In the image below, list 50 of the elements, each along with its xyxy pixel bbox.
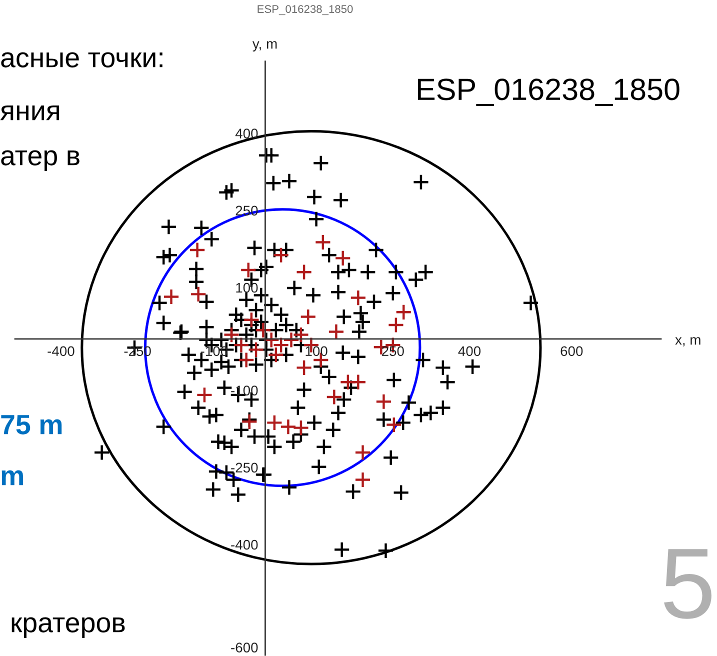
y-tick-label: 250 <box>236 206 258 216</box>
x-tick-label: 250 <box>382 346 404 356</box>
point <box>240 262 257 278</box>
point <box>354 444 372 461</box>
y-tick-label: 400 <box>235 128 258 138</box>
x-tick-label: 400 <box>458 346 481 356</box>
x-tick-label: 600 <box>560 346 583 356</box>
x-axis-title: x, m <box>675 337 700 346</box>
text: 5 <box>664 549 712 619</box>
y-tick-label: -600 <box>231 642 258 652</box>
point <box>254 322 272 339</box>
point <box>232 336 250 354</box>
annotation: атер в <box>1 150 80 171</box>
annotation: кратеров <box>12 617 125 638</box>
point <box>190 286 207 303</box>
point <box>292 419 310 436</box>
point <box>350 289 367 306</box>
point <box>354 471 372 488</box>
y-axis-title: y, m <box>252 41 277 52</box>
annotation: асные точки: <box>1 52 162 68</box>
y-tick-label: -250 <box>231 462 258 473</box>
y-tick-label: 100 <box>236 282 258 293</box>
y-tick-label: -400 <box>231 540 258 550</box>
point <box>388 316 404 334</box>
point <box>162 288 180 306</box>
point <box>272 246 290 264</box>
annotation: 75 m <box>1 415 62 434</box>
point <box>196 386 213 404</box>
point <box>296 359 312 376</box>
point <box>375 393 392 410</box>
point <box>386 416 402 434</box>
annotation: m <box>2 470 23 486</box>
point <box>223 326 240 344</box>
point <box>395 304 412 321</box>
annotation: ESP_016238_1850 <box>418 78 680 106</box>
point <box>326 388 343 406</box>
point <box>340 374 356 390</box>
point <box>314 234 332 251</box>
x-tick-label: -400 <box>48 346 74 356</box>
annotation: яния <box>0 106 60 120</box>
chart-title: ESP_016238_1850 <box>258 5 353 16</box>
point <box>262 332 280 348</box>
point <box>243 311 260 328</box>
point <box>296 264 312 280</box>
point <box>300 308 317 326</box>
point <box>328 323 345 340</box>
point <box>334 250 352 267</box>
point <box>266 414 283 432</box>
point <box>280 418 297 436</box>
point <box>188 242 206 258</box>
